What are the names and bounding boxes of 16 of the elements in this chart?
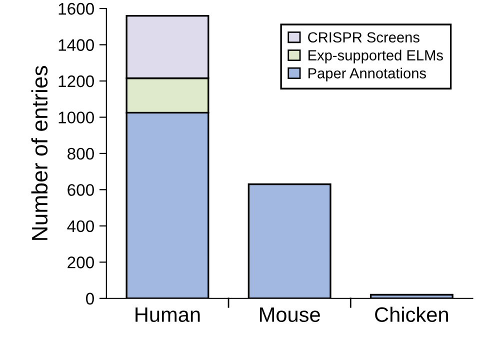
y-tick-label: 0 (86, 292, 94, 305)
x-tick-label: Mouse (260, 307, 320, 322)
y-tick-label: 1600 (58, 2, 94, 15)
y-tick-label: 1000 (58, 112, 94, 124)
y-axis-title: Number of entries (31, 66, 48, 240)
y-tick-label: 400 (67, 220, 94, 232)
legend-label: Exp-supported ELMs (308, 50, 443, 64)
x-tick-label: Human (136, 307, 200, 322)
y-tick-label: 800 (68, 148, 94, 160)
legend-label: Paper Annotations (308, 68, 426, 82)
y-tick-label: 200 (68, 256, 94, 268)
y-tick-label: 600 (68, 184, 94, 196)
y-tick-label: 1400 (58, 39, 94, 51)
y-tick-label: 1200 (58, 75, 94, 88)
legend-label: CRISPR Screens (308, 32, 420, 43)
x-tick-label: Chicken (375, 306, 448, 322)
